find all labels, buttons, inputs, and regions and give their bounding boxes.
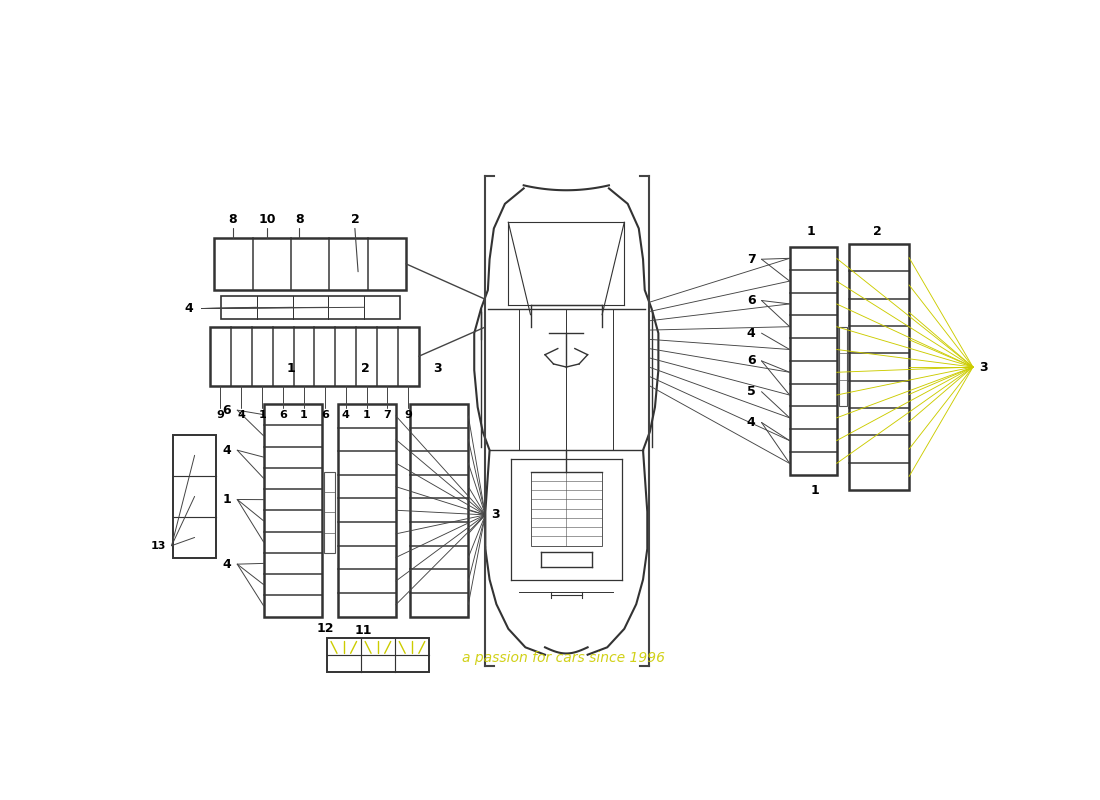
Text: 4: 4	[342, 410, 350, 420]
Text: 1: 1	[811, 484, 819, 497]
Text: 2: 2	[361, 362, 370, 374]
Text: 5: 5	[747, 385, 756, 398]
Text: 4: 4	[747, 416, 756, 429]
Bar	[849, 244, 909, 490]
Text: 10: 10	[258, 213, 276, 226]
Text: 1: 1	[806, 225, 815, 238]
Text: a passion for cars since 1996: a passion for cars since 1996	[462, 650, 666, 665]
Text: 9: 9	[217, 410, 224, 420]
Text: 3: 3	[492, 508, 499, 522]
Text: 3: 3	[979, 361, 988, 374]
Text: 4: 4	[222, 558, 231, 570]
Bar	[839, 326, 847, 406]
Text: 6: 6	[321, 410, 329, 420]
Bar	[324, 472, 336, 553]
Text: 1: 1	[258, 410, 266, 420]
Text: 1: 1	[287, 362, 295, 374]
Text: 1: 1	[300, 410, 308, 420]
Text: 13: 13	[151, 541, 166, 550]
Text: 1: 1	[363, 410, 371, 420]
Text: 4: 4	[747, 326, 756, 340]
Bar	[174, 435, 216, 558]
Text: 8: 8	[295, 213, 304, 226]
Bar	[214, 238, 406, 290]
Text: 6: 6	[747, 294, 756, 307]
Text: 11: 11	[354, 624, 372, 637]
Bar	[264, 404, 321, 617]
Bar	[210, 327, 419, 386]
Bar	[221, 295, 400, 319]
Text: 4: 4	[238, 410, 245, 420]
Text: 4: 4	[222, 444, 231, 457]
Text: 12: 12	[317, 622, 333, 635]
Text: 7: 7	[747, 253, 756, 266]
Text: 6: 6	[222, 404, 231, 417]
Bar	[327, 638, 429, 672]
Text: 6: 6	[279, 410, 287, 420]
Text: 8: 8	[229, 213, 238, 226]
Text: 4: 4	[185, 302, 192, 315]
Text: 6: 6	[747, 354, 756, 367]
Text: 7: 7	[384, 410, 392, 420]
Bar	[410, 404, 469, 617]
Text: 2: 2	[873, 225, 882, 238]
Bar	[790, 247, 837, 475]
Bar	[530, 472, 602, 546]
Text: 3: 3	[433, 362, 442, 374]
Text: 2: 2	[351, 213, 360, 226]
Text: 9: 9	[405, 410, 412, 420]
Bar	[338, 404, 396, 617]
Text: 1: 1	[222, 493, 231, 506]
